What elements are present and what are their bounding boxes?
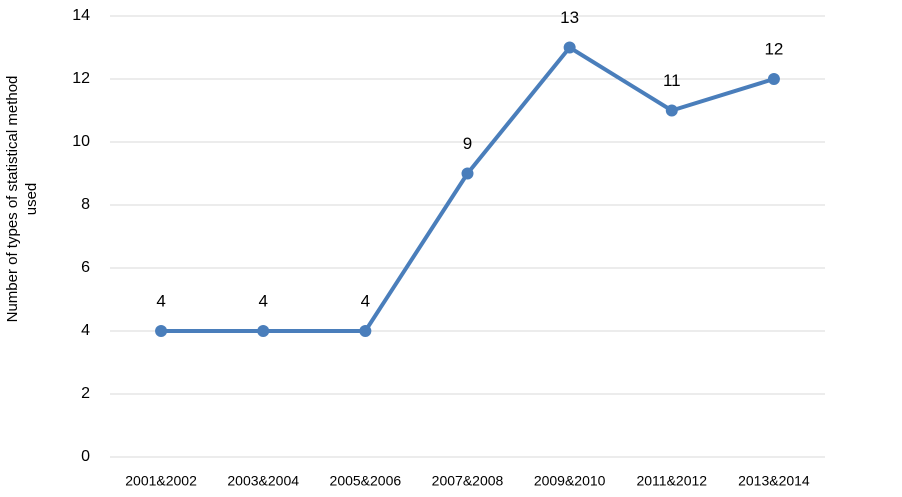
data-point (461, 167, 474, 180)
data-label: 4 (258, 291, 267, 310)
x-tick-label: 2007&2008 (432, 473, 504, 489)
y-tick-label: 10 (72, 133, 90, 150)
x-tick-label: 2003&2004 (227, 473, 299, 489)
data-point (359, 325, 372, 337)
data-label: 9 (463, 134, 472, 153)
data-label: 11 (663, 71, 681, 90)
data-label: 4 (361, 291, 370, 310)
y-tick-label: 4 (81, 322, 90, 339)
x-tick-label: 2001&2002 (125, 473, 197, 489)
data-label: 4 (156, 291, 165, 310)
x-tick-label: 2011&2012 (636, 473, 707, 489)
x-tick-label: 2005&2006 (330, 473, 402, 489)
data-point (563, 41, 576, 54)
y-tick-label: 6 (81, 259, 90, 276)
data-point (257, 325, 270, 337)
y-tick-label: 2 (81, 385, 90, 402)
y-tick-label: 8 (81, 196, 90, 213)
data-point (155, 325, 168, 337)
data-point (665, 104, 678, 117)
y-axis-label-box: Number of types of statistical method us… (4, 75, 40, 323)
y-tick-label: 12 (72, 70, 90, 87)
y-tick-label: 14 (72, 7, 90, 24)
x-tick-label: 2013&2014 (738, 473, 810, 489)
data-label: 12 (764, 39, 783, 58)
data-label: 13 (560, 8, 579, 27)
data-point (767, 73, 780, 85)
x-tick-label: 2009&2010 (534, 473, 606, 489)
series-line (161, 45, 775, 333)
y-axis-label: Number of types of statistical method us… (4, 75, 40, 323)
y-tick-label: 0 (81, 448, 90, 465)
